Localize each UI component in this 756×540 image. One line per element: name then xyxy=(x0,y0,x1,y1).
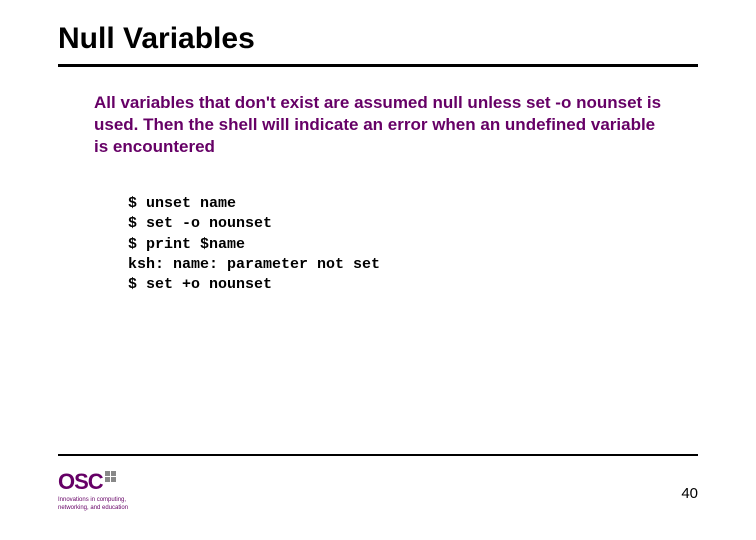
logo-squares-icon xyxy=(105,471,116,482)
code-block: $ unset name $ set -o nounset $ print $n… xyxy=(128,194,380,295)
title-underline xyxy=(58,64,698,67)
logo-text: OSC xyxy=(58,469,103,495)
slide-title: Null Variables xyxy=(58,22,255,56)
slide: Null Variables All variables that don't … xyxy=(0,0,756,540)
logo-subtitle-1: Innovations in computing, xyxy=(58,497,126,504)
osc-logo: OSC Innovations in computing, networking… xyxy=(58,469,128,512)
logo-subtitle-2: networking, and education xyxy=(58,505,128,512)
body-paragraph: All variables that don't exist are assum… xyxy=(94,92,669,158)
footer-divider xyxy=(58,454,698,456)
logo-main: OSC xyxy=(58,469,116,495)
page-number: 40 xyxy=(681,485,698,502)
